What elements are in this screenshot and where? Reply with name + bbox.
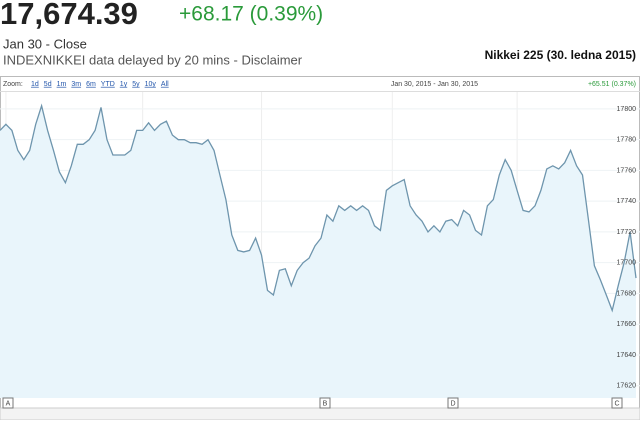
- note: INDEXNIKKEI data delayed by 20 mins - Di…: [3, 52, 303, 67]
- y-tick-label: 17640: [617, 352, 637, 359]
- price: 17,674.39: [0, 0, 138, 31]
- flag-label: A: [6, 400, 11, 407]
- area: [0, 105, 636, 399]
- zoom-label: Zoom:: [3, 81, 23, 88]
- y-tick-label: 17660: [617, 321, 637, 328]
- zoom-option[interactable]: 5y: [132, 81, 140, 88]
- flag-label: C: [614, 400, 619, 407]
- range-change: +65.51 (0.37%): [588, 81, 636, 88]
- y-tick-label: 17700: [617, 260, 637, 267]
- y-tick-label: 17720: [617, 229, 637, 236]
- price-line: [0, 103, 637, 313]
- flag-label: B: [323, 400, 328, 407]
- range: Jan 30, 2015 - Jan 30, 2015: [391, 81, 478, 88]
- zoom-option[interactable]: 1y: [120, 81, 128, 88]
- scrollbar: [0, 407, 640, 421]
- zoom-option[interactable]: All: [161, 81, 169, 88]
- y-tick-label: 17800: [617, 106, 637, 113]
- y-tick-label: 17740: [617, 198, 637, 205]
- zoom-option[interactable]: 10y: [145, 81, 157, 88]
- zoom-option[interactable]: YTD: [101, 81, 115, 88]
- flag-box[interactable]: [447, 397, 459, 409]
- flag-box[interactable]: [611, 397, 623, 409]
- flag-label: D: [450, 400, 455, 407]
- zoom-option[interactable]: 1d: [31, 81, 39, 88]
- zoom-option[interactable]: 1m: [57, 81, 67, 88]
- date: Jan 30 - Close: [3, 36, 87, 51]
- y-tick-label: 17760: [617, 167, 637, 174]
- zoom-option[interactable]: 5d: [44, 81, 52, 88]
- y-tick-label: 17780: [617, 137, 637, 144]
- change: +68.17 (0.39%): [179, 3, 323, 26]
- zoom-option[interactable]: 3m: [71, 81, 81, 88]
- zoom-option[interactable]: 6m: [86, 81, 96, 88]
- caption: Nikkei 225 (30. ledna 2015): [485, 48, 636, 62]
- flag-box[interactable]: [319, 397, 331, 409]
- y-tick-label: 17620: [617, 383, 637, 390]
- flag-box[interactable]: [2, 397, 14, 409]
- y-tick-label: 17680: [617, 290, 637, 297]
